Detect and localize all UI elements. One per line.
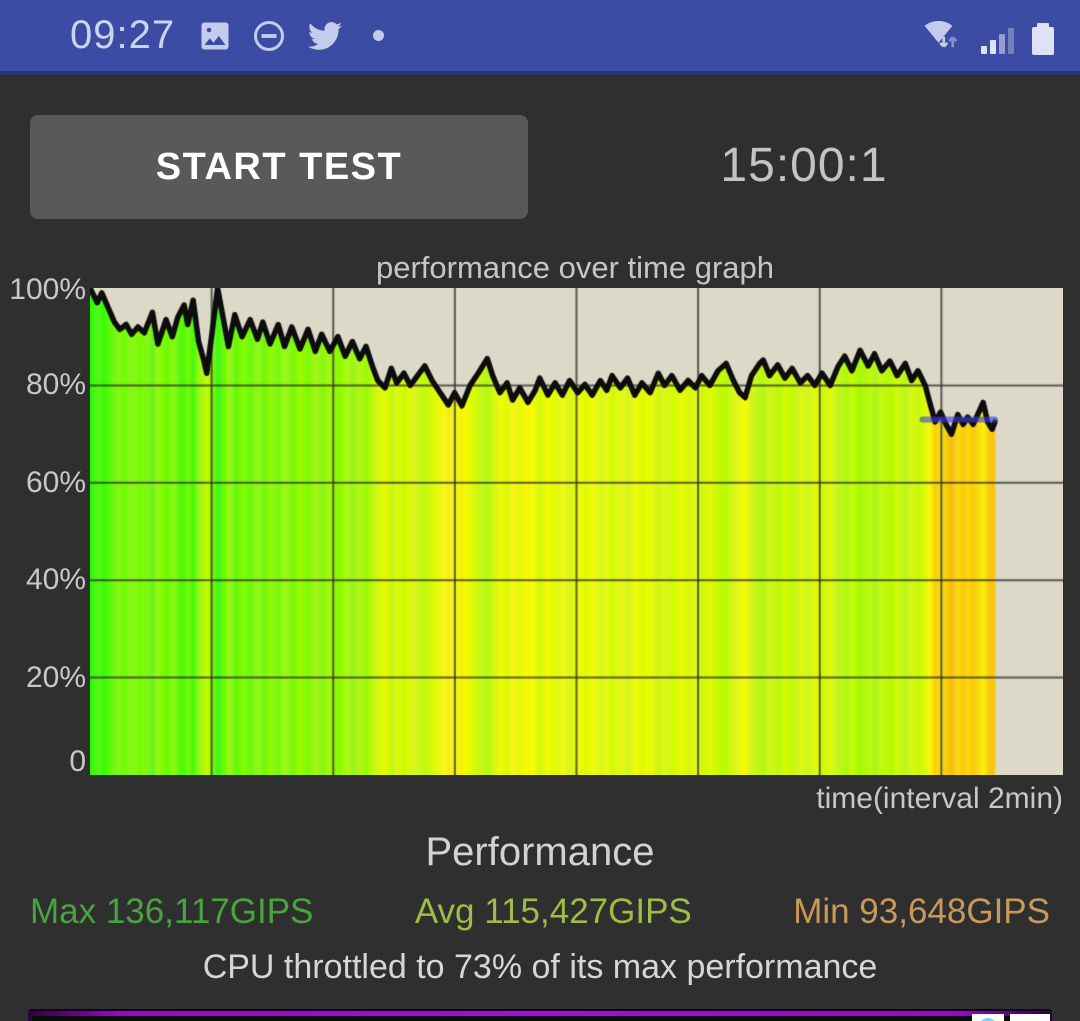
- status-bar: 09:27: [0, 0, 1080, 75]
- notification-icons: [197, 18, 385, 54]
- start-test-button[interactable]: START TEST: [30, 115, 528, 219]
- x-axis-label: time(interval 2min): [816, 782, 1063, 815]
- benchmark-stat: Min 93,648GIPS: [793, 892, 1050, 931]
- benchmark-stats-row: Max 136,117GIPS Avg 115,427GIPS Min 93,6…: [0, 892, 1080, 932]
- y-tick-60: 60%: [25, 466, 86, 499]
- countdown-timer: 15:00:1: [720, 139, 888, 192]
- performance-chart-canvas: [90, 288, 1063, 775]
- clock: 09:27: [70, 13, 176, 57]
- throttle-summary-text: CPU throttled to 73% of its max performa…: [202, 948, 878, 986]
- do-not-disturb-icon: [251, 18, 287, 54]
- signal-icon: [981, 28, 1014, 56]
- y-tick-40: 40%: [25, 563, 86, 596]
- ad-close-icon[interactable]: [1010, 1014, 1050, 1021]
- ad-choices-icon[interactable]: [972, 1014, 1004, 1021]
- y-tick-0: 0: [69, 745, 86, 778]
- chart-title: performance over time graph: [375, 250, 775, 285]
- y-tick-20: 20%: [25, 661, 86, 694]
- performance-heading: Performance: [425, 830, 655, 874]
- benchmark-stat: Max 136,117GIPS: [30, 892, 314, 931]
- ad-content: [32, 1016, 1048, 1021]
- wifi-icon: [917, 15, 963, 56]
- ad-banner[interactable]: [28, 1009, 1052, 1021]
- twitter-icon: [305, 19, 345, 53]
- y-tick-100: 100%: [9, 273, 86, 306]
- y-tick-80: 80%: [25, 368, 86, 401]
- battery-icon: [1032, 23, 1054, 55]
- system-icons: [917, 15, 1054, 56]
- notification-dot: [373, 30, 385, 41]
- benchmark-stat: Avg 115,427GIPS: [414, 892, 692, 931]
- gallery-icon: [197, 18, 233, 54]
